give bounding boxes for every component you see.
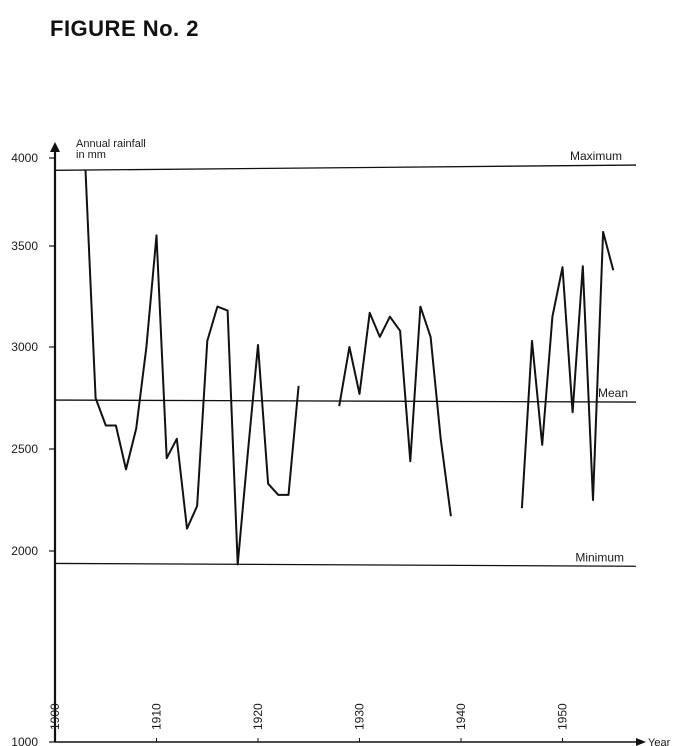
y-axis-title-line1: Annual rainfall (76, 138, 146, 150)
rainfall-series-line-2 (338, 305, 452, 517)
y-tick-label-2500: 2500 (11, 442, 38, 456)
x-tick-label-1920: 1920 (251, 703, 265, 730)
minimum-line (54, 562, 637, 567)
x-tick-label-1950: 1950 (556, 703, 570, 730)
x-axis-arrow (636, 738, 646, 746)
chart-labels: 1000 2000 2500 3000 3500 4000 1900 1910 1920 1930… (11, 138, 670, 746)
y-tick-label-4000: 4000 (11, 151, 38, 165)
mean-line (54, 399, 637, 403)
y-tick-label-1000: 1000 (11, 735, 38, 746)
y-tick-label-3500: 3500 (11, 239, 38, 253)
reference-lines (54, 164, 637, 567)
rainfall-series-line-3 (520, 230, 615, 509)
rainfall-series-line-1 (84, 170, 300, 566)
y-axis-arrow (50, 142, 60, 152)
maximum-line (54, 164, 637, 171)
x-tick-label-1930: 1930 (353, 703, 367, 730)
x-tick-label-1940: 1940 (454, 703, 468, 730)
y-axis-title-line2: in mm (76, 149, 106, 161)
rainfall-series-group (84, 170, 615, 566)
mean-label: Mean (598, 386, 628, 400)
x-axis-title: Year (648, 737, 671, 746)
minimum-label: Minimum (575, 550, 624, 564)
y-tick-label-2000: 2000 (11, 544, 38, 558)
x-tick-label-1900: 1900 (48, 703, 62, 730)
chart-axes (49, 142, 646, 746)
figure-title: FIGURE No. 2 (50, 16, 200, 41)
x-tick-label-1910: 1910 (150, 703, 164, 730)
y-tick-label-3000: 3000 (11, 340, 38, 354)
maximum-label: Maximum (570, 149, 622, 163)
